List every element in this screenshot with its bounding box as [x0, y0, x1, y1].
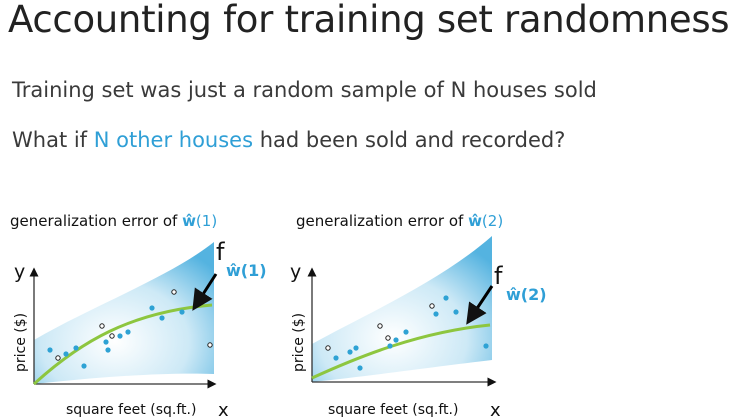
panel2-fit-curve	[311, 323, 491, 380]
question-suffix: had been sold and recorded?	[253, 128, 566, 152]
question-prefix: What if	[12, 128, 94, 152]
data-point	[377, 323, 383, 329]
slide-title: Accounting for training set randomness	[8, 0, 730, 41]
data-point	[73, 345, 79, 351]
data-point	[443, 295, 449, 301]
data-point	[47, 347, 53, 353]
data-point	[357, 365, 363, 371]
panel2-caption-idx: (2)	[481, 212, 504, 230]
data-point	[453, 309, 459, 315]
data-point	[433, 311, 439, 317]
intro-line: Training set was just a random sample of…	[12, 78, 597, 102]
data-point	[483, 343, 489, 349]
panel1-caption-text: generalization error of	[10, 212, 183, 230]
panel2-x-var-label: x	[490, 400, 501, 417]
data-point	[387, 343, 393, 349]
panel1-fit-curve	[32, 303, 213, 386]
panel1-caption: generalization error of ŵ(1)	[10, 212, 217, 230]
data-point	[429, 303, 435, 309]
panel1-y-axis-label: price ($)	[13, 313, 29, 372]
data-point	[109, 333, 115, 339]
data-point	[333, 355, 339, 361]
data-point	[385, 335, 391, 341]
panel2-data-points	[325, 295, 489, 371]
panel1-pointer-arrow	[192, 273, 218, 311]
panel1-f-subscript: ŵ(1)	[226, 261, 267, 280]
panel2-y-label-short: y	[290, 261, 301, 283]
panel2-caption-text: generalization error of	[296, 212, 469, 230]
panel2-plot: y price ($) square feet (sq.ft.) x f ŵ(2…	[290, 236, 547, 417]
data-point	[207, 342, 213, 348]
panel1-y-label-short: y	[14, 261, 25, 283]
panel2-uncertainty-band	[312, 236, 492, 382]
data-point	[159, 315, 165, 321]
data-point	[325, 345, 331, 351]
data-point	[403, 329, 409, 335]
panel1-x-axis-label: square feet (sq.ft.)	[66, 402, 196, 417]
panel2-f-subscript: ŵ(2)	[506, 285, 547, 304]
panel1-f-letter: f	[216, 238, 225, 266]
data-point	[149, 305, 155, 311]
data-point	[179, 309, 185, 315]
data-point	[55, 355, 61, 361]
panel2-f-letter: f	[494, 262, 503, 290]
panel2-caption: generalization error of ŵ(2)	[296, 212, 503, 230]
data-point	[125, 329, 131, 335]
data-point	[63, 351, 69, 357]
question-highlight: N other houses	[93, 128, 254, 152]
data-point	[347, 349, 353, 355]
data-point	[393, 337, 399, 343]
data-point	[105, 347, 111, 353]
panel2-caption-w: ŵ	[468, 212, 482, 230]
data-point	[353, 345, 359, 351]
panel2-pointer-arrow	[466, 285, 494, 325]
panel2-x-axis-label: square feet (sq.ft.)	[328, 402, 458, 417]
data-point	[99, 323, 105, 329]
question-line: What if N other houses had been sold and…	[12, 128, 565, 152]
panel2-y-axis-label: price ($)	[291, 313, 307, 372]
panel1-x-var-label: x	[218, 400, 229, 417]
data-point	[171, 289, 177, 295]
panel1-caption-idx: (1)	[195, 212, 218, 230]
data-point	[117, 333, 123, 339]
panel1-caption-w: ŵ	[182, 212, 196, 230]
data-point	[81, 363, 87, 369]
data-point	[103, 339, 109, 345]
panel1-data-points	[47, 289, 213, 369]
panel1-plot: y price ($) square feet (sq.ft.) x f ŵ(1…	[13, 238, 267, 417]
